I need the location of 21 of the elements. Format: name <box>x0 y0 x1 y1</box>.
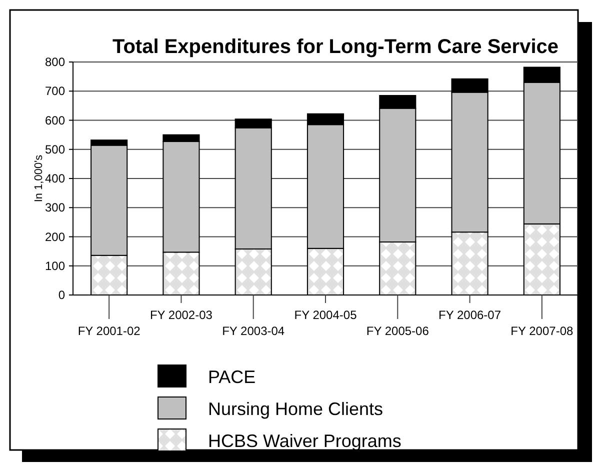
x-tick-label: FY 2002-03 <box>150 308 213 322</box>
x-tick-label: FY 2003-04 <box>222 324 285 338</box>
y-axis-title: In 1,000's <box>33 154 45 202</box>
legend-label: Nursing Home Clients <box>208 399 384 419</box>
x-tick-label: FY 2006-07 <box>438 308 502 322</box>
legend-label: HCBS Waiver Programs <box>208 431 402 451</box>
y-tick-label: 500 <box>44 142 66 156</box>
x-tick-label: FY 2007-08 <box>510 324 574 338</box>
y-tick-label: 700 <box>44 84 66 98</box>
chart-title: Total Expenditures for Long-Term Care Service <box>112 36 559 58</box>
y-tick-label: 0 <box>58 288 66 302</box>
x-tick-label: FY 2005-06 <box>366 324 430 338</box>
y-tick-label: 800 <box>44 55 66 69</box>
y-tick-label: 200 <box>44 230 66 244</box>
y-tick-label: 300 <box>44 200 66 215</box>
y-tick-label: 100 <box>44 258 66 273</box>
x-tick-label: FY 2001-02 <box>78 324 141 338</box>
y-tick-label: 600 <box>44 113 66 128</box>
x-tick-label: FY 2004-05 <box>294 308 358 322</box>
legend-label: PACE <box>208 367 256 387</box>
y-tick-label: 400 <box>44 172 66 186</box>
